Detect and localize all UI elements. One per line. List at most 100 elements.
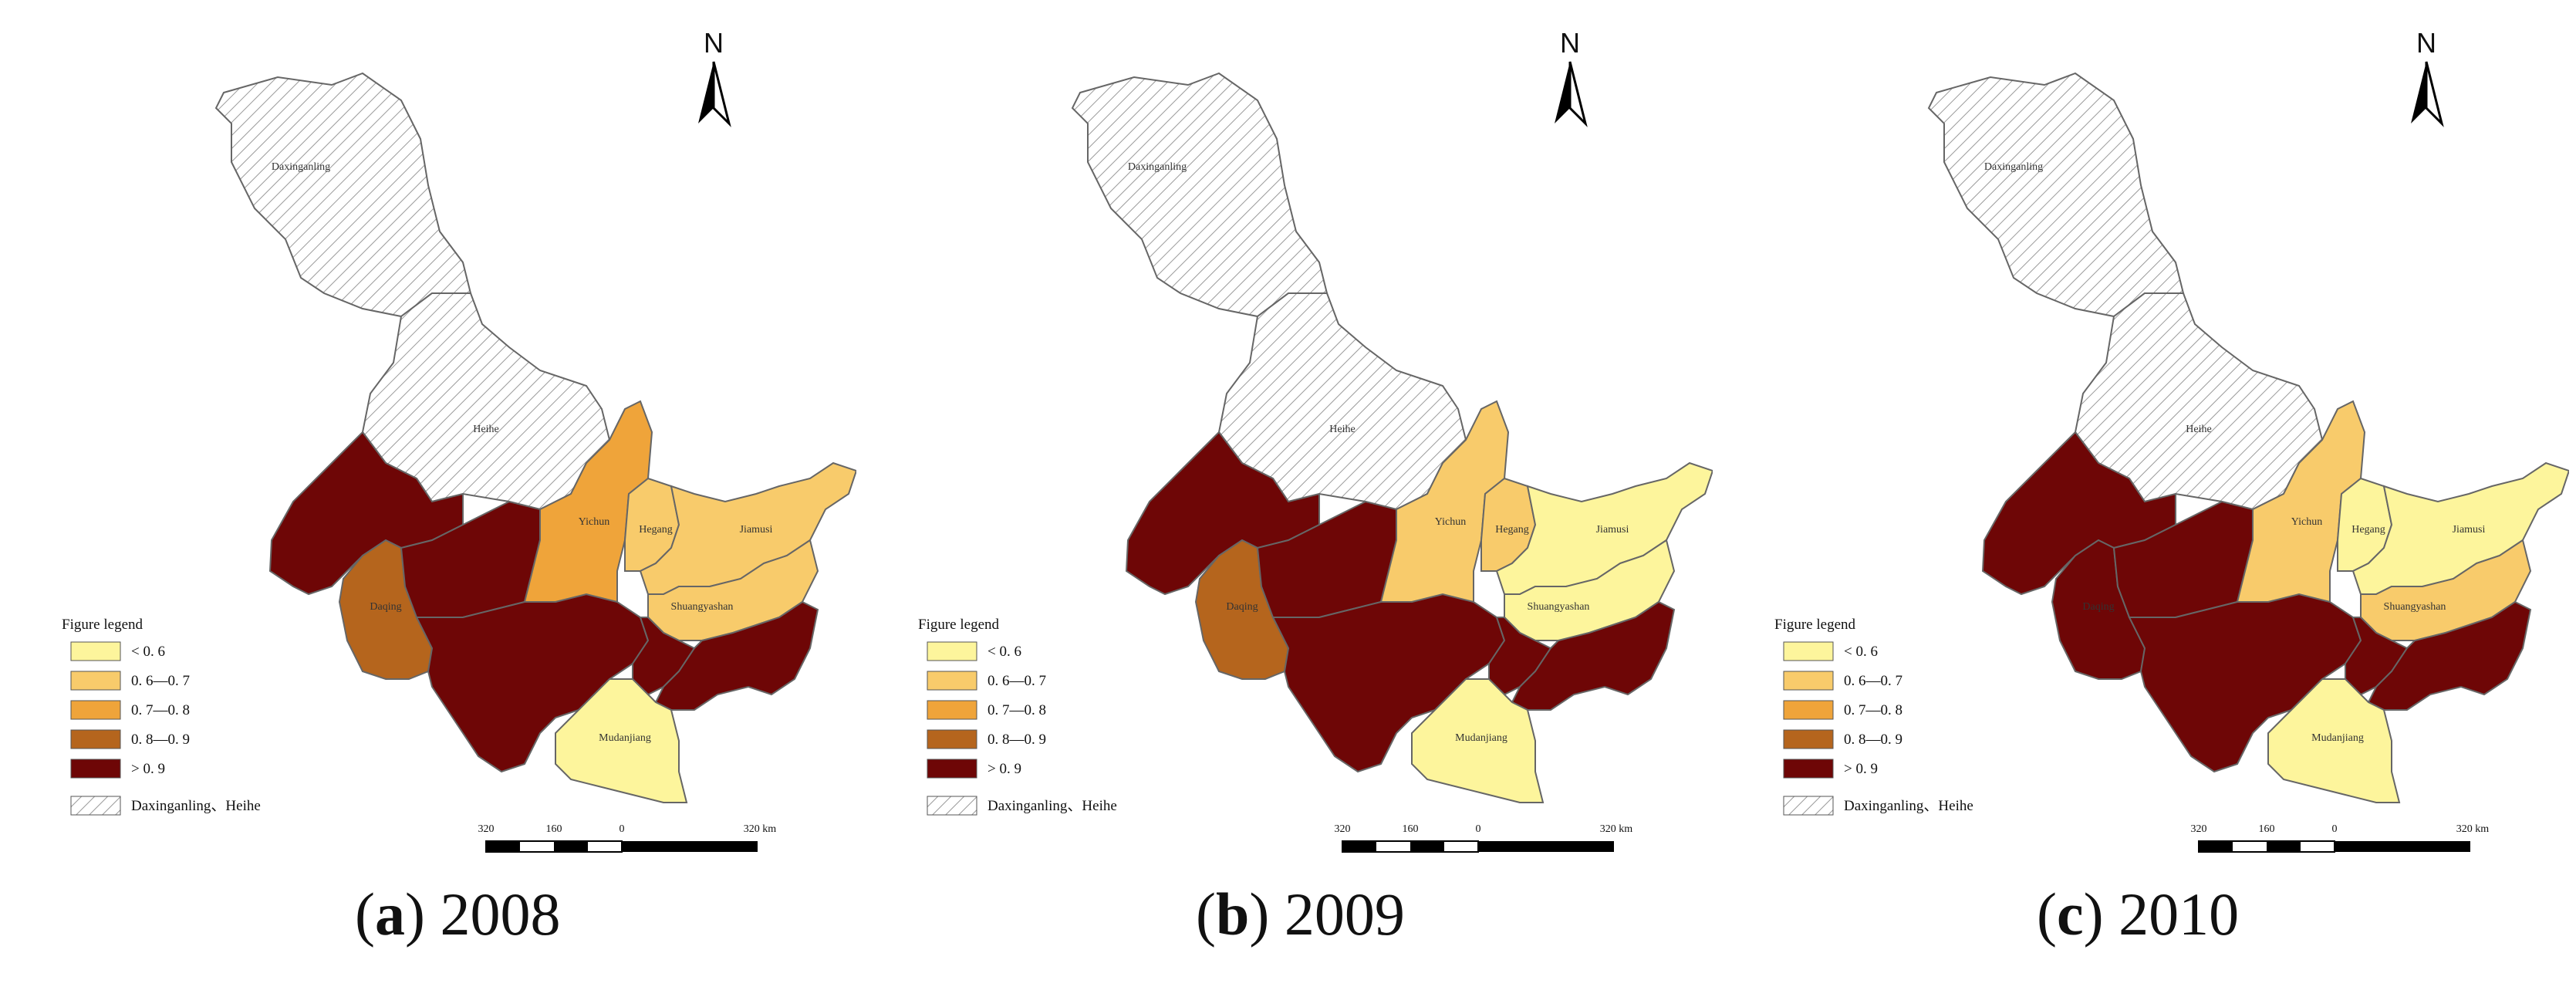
- label-yichun: Yichun: [1435, 516, 1466, 528]
- legend-item-gt09: > 0. 9: [1783, 759, 1878, 779]
- label-hegang: Hegang: [2351, 524, 2385, 536]
- legend-label-hatch: Daxinganling、Heihe: [988, 798, 1117, 814]
- region-mudanjiang: [1411, 678, 1545, 803]
- region-shuangyashan: [1504, 539, 1676, 641]
- legend-swatch-0809: [927, 729, 977, 749]
- legend-item-gt09: > 0. 9: [927, 759, 1021, 779]
- legend-swatch-0708: [1783, 700, 1834, 720]
- legend-item-hatch: Daxinganling、Heihe: [927, 796, 1117, 816]
- north-arrow: N: [698, 27, 731, 127]
- legend: Figure legend < 0. 6 0. 6—0. 7 0. 7—0. 8…: [1774, 617, 1973, 816]
- legend-label-0809: 0. 8—0. 9: [988, 732, 1046, 748]
- scale-bar: 320 160 0 320 km: [1335, 823, 1632, 853]
- label-shuangyashan: Shuangyashan: [2384, 601, 2446, 613]
- legend-item-0708: 0. 7—0. 8: [927, 700, 1046, 720]
- map-panel-a: Daxinganling Heihe Yichun Hegang Jiamusi…: [0, 0, 856, 997]
- label-mudanjiang: Mudanjiang: [2311, 732, 2364, 744]
- map-panel-b: Daxinganling Heihe Yichun Hegang Jiamusi…: [856, 0, 1713, 997]
- legend-label-0809: 0. 8—0. 9: [131, 732, 190, 748]
- map-labels: Daxinganling Heihe Yichun Hegang Jiamusi…: [1128, 161, 1629, 744]
- north-arrow: N: [2411, 27, 2444, 127]
- legend-item-0607: 0. 6—0. 7: [70, 671, 190, 691]
- scale-label-320km: 320 km: [2456, 823, 2490, 835]
- scale-label-160: 160: [2259, 823, 2275, 835]
- scale-bar-seg-3: [1410, 841, 1444, 852]
- scale-bar-seg-3: [554, 841, 588, 852]
- region-shuangyashan: [647, 539, 819, 641]
- north-arrow-left: [698, 62, 714, 123]
- legend-label-0708: 0. 7—0. 8: [1844, 702, 1902, 718]
- label-daxinganling: Daxinganling: [1984, 161, 2043, 173]
- map-regions: [214, 72, 856, 803]
- scale-label-160: 160: [546, 823, 562, 835]
- caption-c: (c) 2010: [2037, 880, 2240, 948]
- caption-b: (b) 2009: [1196, 880, 1405, 948]
- legend-label-lt06: < 0. 6: [131, 644, 165, 660]
- legend-label-0607: 0. 6—0. 7: [1844, 673, 1902, 689]
- legend-item-gt09: > 0. 9: [70, 759, 165, 779]
- label-hegang: Hegang: [639, 524, 673, 536]
- legend-label-0607: 0. 6—0. 7: [988, 673, 1046, 689]
- map-labels: Daxinganling Heihe Yichun Hegang Jiamusi…: [272, 161, 773, 744]
- legend-item-lt06: < 0. 6: [927, 641, 1021, 661]
- scale-bar-right: [1478, 841, 1614, 852]
- legend-label-0708: 0. 7—0. 8: [131, 702, 190, 718]
- map-panel-c: Daxinganling Heihe Yichun Hegang Jiamusi…: [1713, 0, 2569, 997]
- legend-swatch-gt09: [1783, 759, 1834, 779]
- caption-year: 2009: [1284, 880, 1405, 948]
- scale-bar: 320 160 0 320 km: [2191, 823, 2490, 853]
- label-jiamusi: Jiamusi: [2453, 524, 2486, 536]
- label-daxinganling: Daxinganling: [272, 161, 330, 173]
- legend-swatch-0708: [927, 700, 977, 720]
- scale-label-0: 0: [620, 823, 625, 835]
- region-daxinganling: [214, 72, 472, 318]
- label-heihe: Heihe: [2186, 424, 2211, 435]
- caption-letter: c: [2056, 880, 2084, 948]
- label-shuangyashan: Shuangyashan: [671, 601, 734, 613]
- scale-label-0: 0: [1476, 823, 1481, 835]
- north-arrow-right: [1568, 61, 1588, 127]
- scale-bar-right: [2335, 841, 2470, 852]
- legend-item-0607: 0. 6—0. 7: [927, 671, 1046, 691]
- legend: Figure legend < 0. 6 0. 6—0. 7 0. 7—0. 8…: [918, 617, 1117, 816]
- label-heihe: Heihe: [1329, 424, 1355, 435]
- region-mudanjiang: [555, 678, 688, 803]
- legend: Figure legend < 0. 6 0. 6—0. 7 0. 7—0. 8…: [62, 617, 261, 816]
- north-arrow-left: [2411, 62, 2426, 123]
- label-heihe: Heihe: [473, 424, 498, 435]
- label-jiamusi: Jiamusi: [740, 524, 773, 536]
- legend-swatch-0607: [70, 671, 121, 691]
- region-jixi: [654, 600, 819, 711]
- scale-label-320: 320: [2191, 823, 2207, 835]
- legend-swatch-hatch: [70, 796, 121, 816]
- legend-title: Figure legend: [1774, 617, 1856, 633]
- caption-year: 2008: [440, 880, 561, 948]
- caption-a: (a) 2008: [355, 880, 561, 948]
- legend-item-hatch: Daxinganling、Heihe: [1783, 796, 1973, 816]
- scale-label-160: 160: [1403, 823, 1419, 835]
- label-hegang: Hegang: [1495, 524, 1529, 536]
- legend-swatch-0708: [70, 700, 121, 720]
- legend-label-0708: 0. 7—0. 8: [988, 702, 1046, 718]
- north-arrow: N: [1555, 27, 1588, 127]
- north-arrow-left: [1555, 62, 1570, 123]
- caption-year: 2010: [2119, 880, 2240, 948]
- region-daxinganling: [1071, 72, 1329, 318]
- region-jixi: [1511, 600, 1676, 711]
- legend-item-hatch: Daxinganling、Heihe: [70, 796, 261, 816]
- legend-item-0607: 0. 6—0. 7: [1783, 671, 1902, 691]
- region-mudanjiang: [2267, 678, 2401, 803]
- legend-title: Figure legend: [918, 617, 1000, 633]
- label-yichun: Yichun: [579, 516, 609, 528]
- legend-swatch-lt06: [927, 641, 977, 661]
- scale-bar-seg-3: [2267, 841, 2301, 852]
- legend-item-0809: 0. 8—0. 9: [1783, 729, 1902, 749]
- legend-swatch-lt06: [1783, 641, 1834, 661]
- north-label: N: [1560, 27, 1580, 59]
- legend-swatch-gt09: [927, 759, 977, 779]
- label-mudanjiang: Mudanjiang: [1455, 732, 1507, 744]
- north-arrow-right: [712, 61, 731, 127]
- map-labels: Daxinganling Heihe Yichun Hegang Jiamusi…: [1984, 161, 2486, 744]
- legend-swatch-0607: [927, 671, 977, 691]
- legend-title: Figure legend: [62, 617, 143, 633]
